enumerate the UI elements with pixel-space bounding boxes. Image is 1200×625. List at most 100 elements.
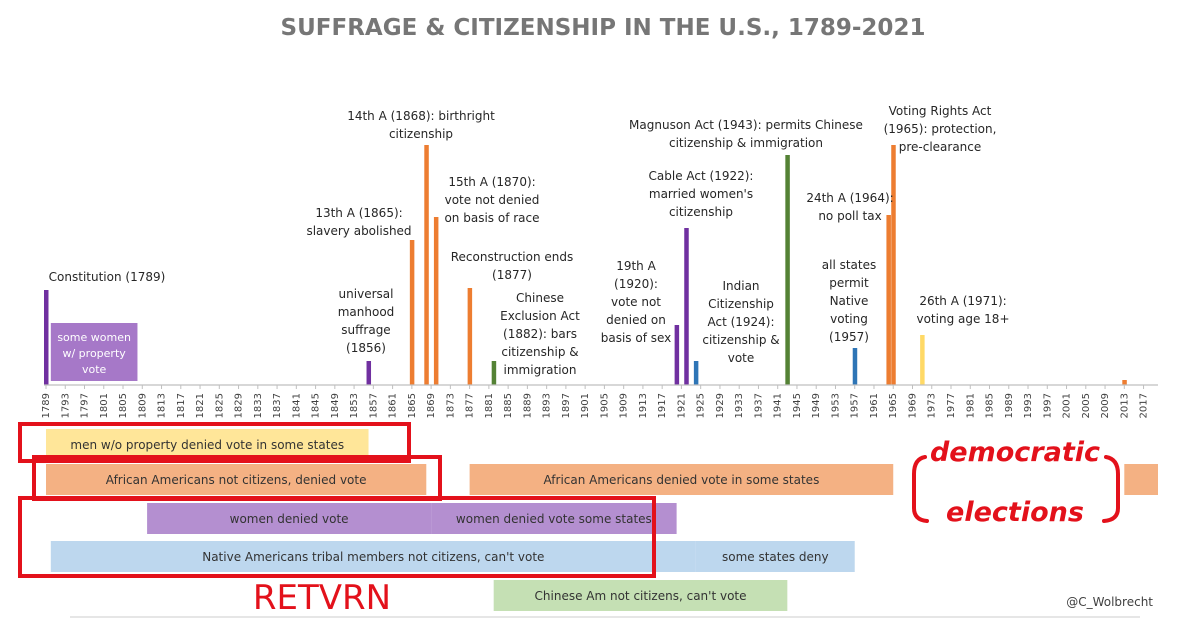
event-label-1868: citizenship [389, 127, 453, 141]
tick-label: 1881 [484, 393, 495, 418]
event-label-1965: pre-clearance [899, 140, 982, 154]
event-label-1971: voting age 18+ [916, 312, 1009, 326]
period-label: Chinese Am not citizens, can't vote [535, 589, 747, 603]
event-label-1964: 24th A (1964): [806, 191, 893, 205]
event-label-1924: Act (1924): [707, 315, 774, 329]
tick-label: 1957 [850, 393, 861, 418]
tick-label: 1837 [272, 393, 283, 418]
event-label-1865: slavery abolished [306, 224, 411, 238]
property-box-label: vote [82, 363, 107, 376]
period-label: men w/o property denied vote in some sta… [70, 438, 344, 452]
period-bar [46, 464, 427, 495]
event-bar-1870 [433, 217, 439, 385]
tick-label: 1849 [330, 393, 341, 418]
red-box-property [18, 422, 411, 463]
tick-label: 1925 [696, 393, 707, 418]
property-box-label: w/ property [62, 347, 126, 360]
left-brace [912, 455, 929, 523]
period-bar [493, 580, 788, 611]
period-bar [147, 503, 432, 534]
event-label-1964: no poll tax [818, 209, 881, 223]
period-bar [431, 503, 677, 534]
event-label-1957: (1957) [829, 330, 869, 344]
tick-label: 1993 [1023, 393, 1034, 418]
event-label-1965: (1965): protection, [884, 122, 997, 136]
x-axis: 1789 1793 1797 1801 1805 1809 1813 1817 1821 1825… [41, 384, 1158, 418]
democratic-label: democratic [930, 437, 1100, 468]
event-bar-2013 [1122, 380, 1127, 385]
event-label-1943: citizenship & immigration [669, 136, 823, 150]
event-label-1922: citizenship [669, 205, 733, 219]
tick-label: 1877 [465, 393, 476, 418]
event-label-1922: Cable Act (1922): [649, 169, 754, 183]
event-label-1856: manhood [338, 305, 395, 319]
event-bar-1924 [693, 361, 699, 385]
event-bar-1920 [674, 325, 680, 385]
event-bar-1877 [467, 288, 473, 385]
period-bar [469, 464, 894, 495]
tick-label: 1989 [1004, 393, 1015, 418]
tick-label: 1997 [1042, 393, 1053, 418]
tick-label: 1929 [715, 393, 726, 418]
event-bar-1789 [44, 290, 49, 385]
tick-label: 1917 [657, 393, 668, 418]
event-label-1957: all states [822, 258, 877, 272]
red-box-women-native [18, 496, 656, 578]
event-label-1920: (1920): [614, 277, 658, 291]
event-label-1924: Indian [722, 279, 759, 293]
event-label-1957: voting [830, 312, 868, 326]
period-label: some states deny [722, 550, 829, 564]
event-label-1882: Exclusion Act [500, 309, 580, 323]
tick-label: 1797 [80, 393, 91, 418]
event-label-1882: citizenship & [501, 345, 578, 359]
tick-label: 2005 [1081, 393, 1092, 418]
tick-label: 2001 [1062, 393, 1073, 418]
event-label-1920: vote not [611, 295, 661, 309]
event-label-1870: on basis of race [444, 211, 539, 225]
tick-label: 1817 [176, 393, 187, 418]
tick-label: 1921 [676, 393, 687, 418]
tick-label: 1841 [291, 393, 302, 418]
property-box-label: some women [57, 331, 131, 344]
tick-label: 1961 [869, 393, 880, 418]
tick-label: 1873 [445, 393, 456, 418]
event-bar-1971 [920, 335, 925, 385]
event-label-1965: Voting Rights Act [889, 104, 992, 118]
tick-label: 1833 [253, 393, 264, 418]
tick-label: 1825 [214, 393, 225, 418]
period-bar [50, 541, 696, 572]
tick-label: 1829 [234, 393, 245, 418]
event-bar-1856 [366, 361, 372, 385]
event-label-1865: 13th A (1865): [315, 206, 402, 220]
tick-label: 1809 [137, 393, 148, 418]
tick-label: 1885 [503, 393, 514, 418]
tick-label: 2017 [1139, 393, 1150, 418]
tick-label: 1801 [99, 393, 110, 418]
event-bar-1882 [491, 361, 497, 385]
tick-label: 1973 [927, 393, 938, 418]
tick-label: 1853 [349, 393, 360, 418]
tick-label: 1953 [830, 393, 841, 418]
tick-label: 1937 [753, 393, 764, 418]
tick-label: 1789 [41, 393, 52, 418]
event-label-1882: immigration [504, 363, 577, 377]
tick-label: 1889 [522, 393, 533, 418]
event-label-1882: Chinese [516, 291, 564, 305]
event-label-1971: 26th A (1971): [919, 294, 1006, 308]
tick-label: 1821 [195, 393, 206, 418]
tick-label: 1909 [619, 393, 630, 418]
retvrn-label: RETVRN [253, 578, 391, 618]
event-label-1920: denied on [606, 313, 666, 327]
tick-label: 1805 [118, 393, 129, 418]
tick-label: 1981 [965, 393, 976, 418]
tick-label: 2009 [1100, 393, 1111, 418]
tick-label: 1869 [426, 393, 437, 418]
right-brace [1102, 455, 1120, 523]
event-label-1924: Citizenship [708, 297, 774, 311]
event-label-1920: 19th A [616, 259, 656, 273]
event-bar-1922 [684, 228, 689, 385]
tick-label: 1793 [60, 393, 71, 418]
elections-label: elections [946, 497, 1084, 528]
event-label-1877: Reconstruction ends [451, 250, 573, 264]
tick-label: 1893 [542, 393, 553, 418]
